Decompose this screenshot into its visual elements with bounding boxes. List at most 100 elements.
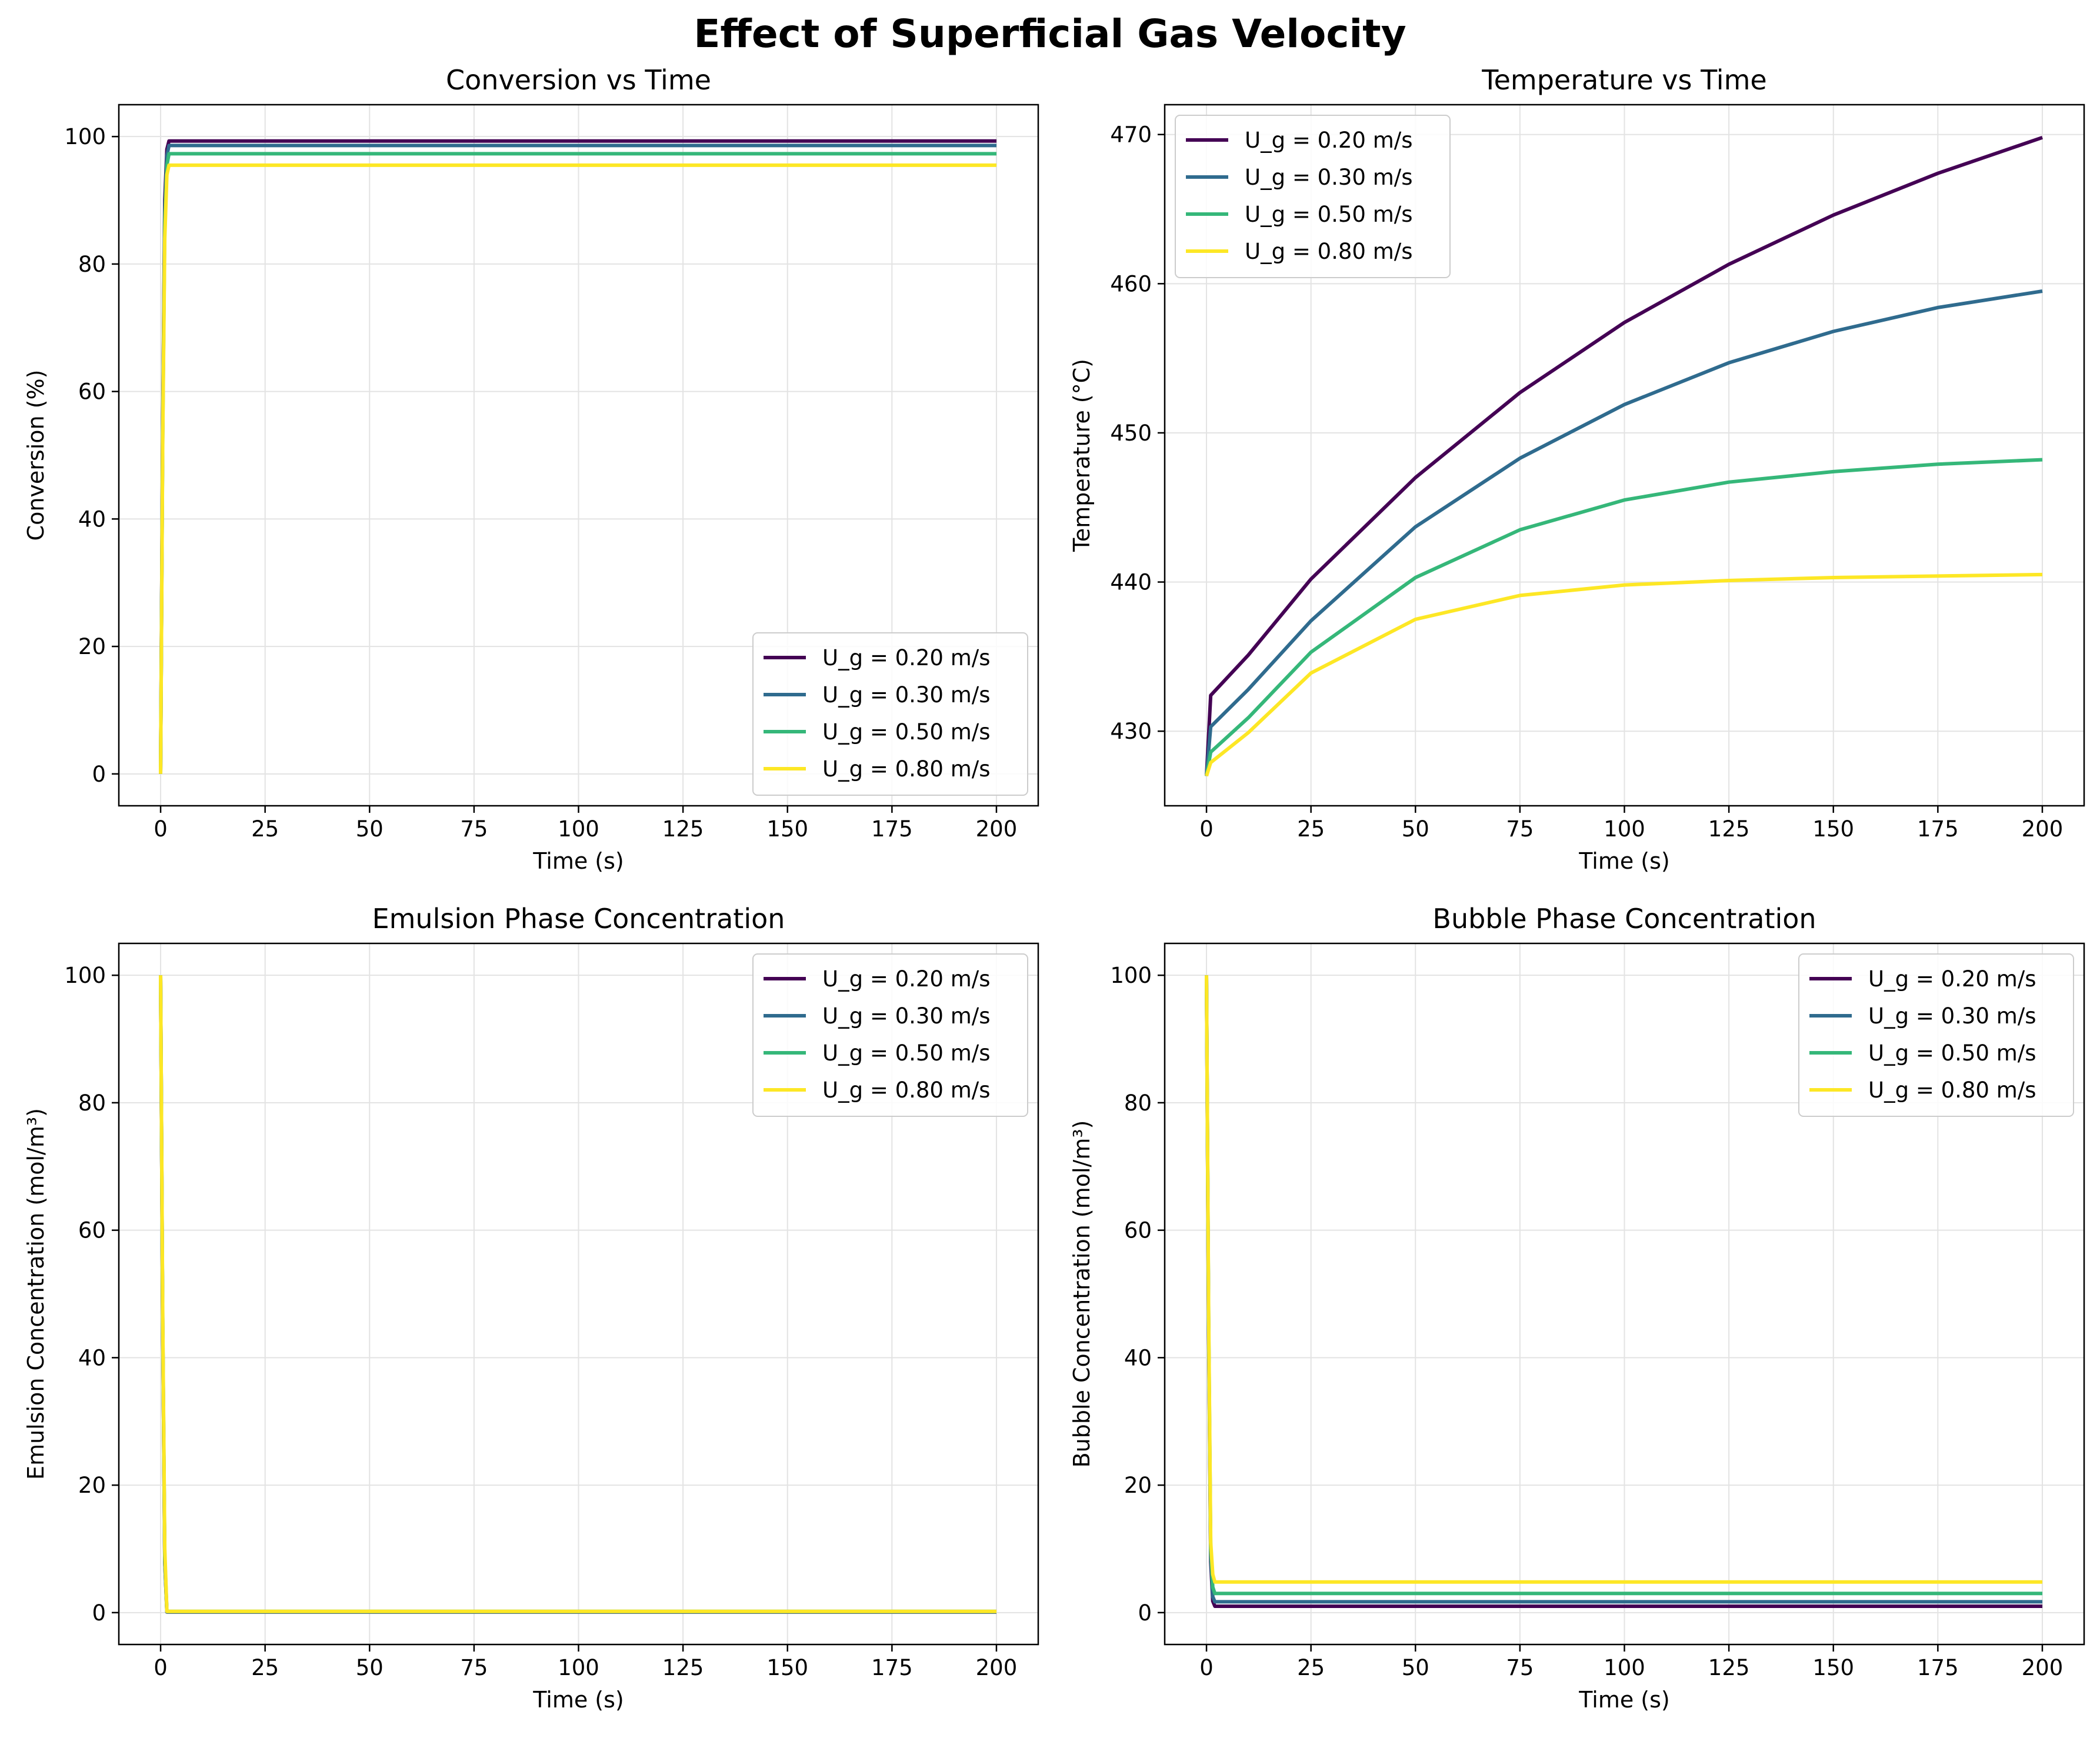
x-tick-label: 75 <box>460 816 488 842</box>
subplot-title: Temperature vs Time <box>1481 64 1766 96</box>
series-line <box>159 975 996 1613</box>
legend-entry: U_g = 0.80 m/s <box>1245 239 1413 264</box>
subplot-4: 0 25 50 75 100 125 150 175 200 0 20 40 60 80 100 Bubble… <box>1069 903 2085 1713</box>
y-tick-label: 440 <box>1110 570 1152 595</box>
legend-entry: U_g = 0.30 m/s <box>822 1003 991 1029</box>
subplot-title: Bubble Phase Concentration <box>1432 903 1816 935</box>
x-tick-label: 200 <box>2022 816 2064 842</box>
legend-entry: U_g = 0.20 m/s <box>1868 966 2036 992</box>
x-tick-label: 100 <box>1604 1655 1645 1680</box>
y-tick-label: 60 <box>1124 1218 1152 1243</box>
x-tick-label: 175 <box>1917 816 1959 842</box>
y-tick-label: 100 <box>64 963 106 988</box>
y-tick-label: 450 <box>1110 421 1152 446</box>
y-tick-label: 100 <box>64 124 106 149</box>
x-tick-label: 200 <box>2022 1655 2064 1680</box>
subplot-2: 0 25 50 75 100 125 150 175 200 430 440 450 460 470 Tem… <box>1069 64 2085 874</box>
x-tick-label: 150 <box>1812 816 1854 842</box>
legend: U_g = 0.20 m/s U_g = 0.30 m/s U_g = 0.50 m… <box>752 953 1028 1117</box>
x-tick-label: 75 <box>460 1655 488 1680</box>
series-line <box>159 163 996 774</box>
legend-entry: U_g = 0.30 m/s <box>1245 165 1413 190</box>
y-axis-label: Conversion (%) <box>23 370 49 541</box>
y-tick-label: 470 <box>1110 122 1152 148</box>
x-tick-label: 50 <box>356 1655 384 1680</box>
x-tick-label: 125 <box>1708 1655 1750 1680</box>
x-tick-label: 25 <box>251 816 279 842</box>
subplot-1: 0 25 50 75 100 125 150 175 200 0 20 40 60 80 100 Conver… <box>23 64 1039 874</box>
subplot-title: Emulsion Phase Concentration <box>372 903 785 935</box>
x-tick-label: 0 <box>1199 816 1214 842</box>
x-tick-label: 200 <box>976 816 1018 842</box>
x-tick-label: 150 <box>1812 1655 1854 1680</box>
x-axis-label: Time (s) <box>1578 848 1670 874</box>
legend-entry: U_g = 0.50 m/s <box>822 1040 991 1066</box>
y-tick-label: 430 <box>1110 719 1152 744</box>
x-tick-label: 25 <box>251 1655 279 1680</box>
legend-entry: U_g = 0.20 m/s <box>822 966 991 992</box>
x-tick-label: 150 <box>766 816 808 842</box>
legend-box <box>1175 115 1451 278</box>
x-tick-label: 25 <box>1297 1655 1325 1680</box>
x-axis-label: Time (s) <box>532 1687 624 1713</box>
x-tick-label: 200 <box>976 1655 1018 1680</box>
subplot-title: Conversion vs Time <box>446 64 711 96</box>
x-tick-label: 125 <box>662 816 704 842</box>
x-tick-label: 50 <box>356 816 384 842</box>
y-tick-label: 0 <box>1138 1600 1152 1626</box>
legend-entry: U_g = 0.20 m/s <box>822 645 991 670</box>
x-axis-label: Time (s) <box>532 848 624 874</box>
legend-box <box>752 953 1028 1117</box>
x-tick-label: 25 <box>1297 816 1325 842</box>
y-axis-label: Emulsion Concentration (mol/m³) <box>23 1108 49 1480</box>
legend-entry: U_g = 0.80 m/s <box>1868 1078 2036 1103</box>
y-tick-label: 80 <box>1124 1090 1152 1116</box>
y-tick-label: 40 <box>1124 1345 1152 1370</box>
x-tick-label: 175 <box>871 816 913 842</box>
x-tick-label: 100 <box>558 1655 599 1680</box>
legend-box <box>1798 953 2074 1117</box>
x-tick-label: 125 <box>1708 816 1750 842</box>
y-tick-label: 20 <box>1124 1473 1152 1498</box>
y-axis-label: Temperature (°C) <box>1069 359 1095 552</box>
y-tick-label: 0 <box>92 1600 106 1626</box>
x-tick-label: 50 <box>1402 816 1429 842</box>
legend-entry: U_g = 0.80 m/s <box>822 1078 991 1103</box>
legend-entry: U_g = 0.50 m/s <box>822 719 991 745</box>
x-tick-label: 125 <box>662 1655 704 1680</box>
y-tick-label: 20 <box>78 1473 106 1498</box>
series-line <box>1205 572 2043 777</box>
series-line <box>1205 975 2042 1584</box>
y-tick-label: 40 <box>78 1345 106 1370</box>
y-tick-label: 60 <box>78 1218 106 1243</box>
legend: U_g = 0.20 m/s U_g = 0.30 m/s U_g = 0.50 m… <box>1798 953 2074 1117</box>
series-line <box>1205 289 2043 776</box>
legend-box <box>752 632 1028 796</box>
x-tick-label: 0 <box>154 816 168 842</box>
x-axis-label: Time (s) <box>1578 1687 1670 1713</box>
y-tick-label: 40 <box>78 506 106 532</box>
x-tick-label: 0 <box>1199 1655 1214 1680</box>
series-line <box>1205 458 2043 776</box>
legend-entry: U_g = 0.20 m/s <box>1245 128 1413 153</box>
x-tick-label: 75 <box>1506 816 1534 842</box>
x-tick-label: 0 <box>154 1655 168 1680</box>
subplot-3: 0 25 50 75 100 125 150 175 200 0 20 40 60 80 100 Emulsi… <box>23 903 1039 1713</box>
legend-entry: U_g = 0.30 m/s <box>1868 1003 2036 1029</box>
x-tick-label: 100 <box>558 816 599 842</box>
x-tick-label: 100 <box>1604 816 1645 842</box>
y-tick-label: 100 <box>1110 963 1152 988</box>
legend-entry: U_g = 0.80 m/s <box>822 756 991 782</box>
y-tick-label: 80 <box>78 252 106 277</box>
figure-suptitle: Effect of Superficial Gas Velocity <box>694 11 1406 56</box>
y-tick-label: 60 <box>78 379 106 405</box>
legend-entry: U_g = 0.50 m/s <box>1245 202 1413 227</box>
y-axis-label: Bubble Concentration (mol/m³) <box>1069 1120 1095 1468</box>
y-tick-label: 20 <box>78 634 106 659</box>
x-tick-label: 75 <box>1506 1655 1534 1680</box>
x-tick-label: 50 <box>1402 1655 1429 1680</box>
legend: U_g = 0.20 m/s U_g = 0.30 m/s U_g = 0.50 m… <box>1175 115 1451 278</box>
series-line <box>1205 135 2043 776</box>
x-tick-label: 150 <box>766 1655 808 1680</box>
